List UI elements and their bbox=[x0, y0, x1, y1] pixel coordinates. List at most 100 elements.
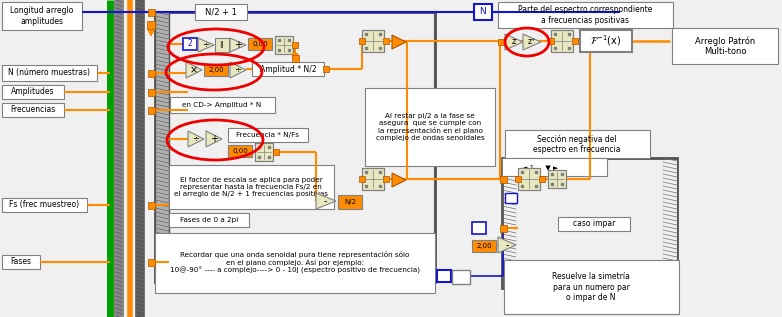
Bar bbox=[359, 38, 365, 44]
Polygon shape bbox=[392, 35, 406, 49]
Bar bbox=[148, 107, 155, 113]
Text: Sección negativa del
espectro en frecuencia: Sección negativa del espectro en frecuen… bbox=[533, 134, 621, 154]
Polygon shape bbox=[498, 237, 516, 253]
Text: +: + bbox=[234, 40, 242, 50]
Bar bbox=[505, 130, 650, 158]
Bar bbox=[275, 36, 293, 54]
Bar bbox=[148, 69, 155, 76]
Bar bbox=[204, 64, 228, 76]
Bar bbox=[383, 176, 389, 182]
Text: -: - bbox=[505, 240, 509, 250]
Bar bbox=[502, 158, 607, 176]
Text: z: z bbox=[511, 37, 516, 47]
Polygon shape bbox=[505, 34, 523, 50]
Bar bbox=[359, 176, 365, 182]
Bar bbox=[498, 2, 673, 28]
Bar bbox=[228, 145, 252, 157]
Bar bbox=[170, 97, 275, 113]
Text: 0,00: 0,00 bbox=[252, 41, 268, 47]
Bar bbox=[558, 217, 630, 231]
Text: 1: 1 bbox=[509, 195, 513, 201]
Text: +: + bbox=[210, 134, 218, 144]
Text: A: A bbox=[458, 273, 464, 281]
Bar bbox=[2, 85, 64, 99]
Bar bbox=[148, 88, 155, 95]
Bar bbox=[504, 160, 677, 288]
Bar bbox=[292, 42, 298, 48]
Bar bbox=[155, 12, 435, 282]
Bar bbox=[228, 128, 308, 142]
Text: ÷: ÷ bbox=[235, 66, 242, 74]
Text: El factor de escala se aplica para poder
representar hasta la frecuencia Fs/2 en: El factor de escala se aplica para poder… bbox=[174, 177, 328, 197]
Bar bbox=[273, 149, 279, 155]
Bar bbox=[2, 2, 82, 30]
Bar bbox=[157, 14, 433, 280]
Bar bbox=[452, 270, 470, 284]
Bar bbox=[2, 65, 97, 81]
Bar bbox=[474, 4, 492, 20]
Bar bbox=[515, 176, 521, 182]
Bar bbox=[437, 270, 451, 282]
Bar bbox=[580, 30, 632, 52]
Text: ÷: ÷ bbox=[203, 41, 210, 49]
Bar bbox=[539, 176, 545, 182]
Text: Resuelve la simetría
para un numero par
o impar de N: Resuelve la simetría para un numero par … bbox=[552, 272, 630, 302]
Text: ×: × bbox=[190, 65, 198, 75]
Bar bbox=[169, 165, 334, 209]
Text: ||: || bbox=[220, 42, 224, 49]
Bar bbox=[551, 30, 573, 52]
Polygon shape bbox=[186, 62, 202, 78]
Bar bbox=[472, 222, 486, 234]
Bar bbox=[502, 158, 677, 288]
Text: 2,00: 2,00 bbox=[476, 243, 492, 249]
Bar bbox=[362, 168, 384, 190]
Bar bbox=[518, 168, 540, 190]
Bar bbox=[252, 62, 324, 76]
Text: Frecuencia * N/Fs: Frecuencia * N/Fs bbox=[236, 132, 300, 138]
Text: 1: 1 bbox=[442, 271, 447, 281]
Text: Fases: Fases bbox=[10, 257, 31, 267]
Text: ÷: ÷ bbox=[192, 134, 199, 144]
Bar bbox=[362, 30, 384, 52]
Text: Fases de 0 a 2pi: Fases de 0 a 2pi bbox=[180, 217, 239, 223]
Bar bbox=[255, 143, 273, 161]
Bar bbox=[572, 38, 578, 44]
Bar bbox=[672, 28, 778, 64]
Bar bbox=[255, 143, 273, 161]
Text: Parte del espectro correspondiente
a frecuencias positivas: Parte del espectro correspondiente a fre… bbox=[518, 5, 652, 25]
Text: Amplitud * N/2: Amplitud * N/2 bbox=[260, 64, 316, 74]
Bar bbox=[362, 30, 384, 52]
Bar bbox=[548, 170, 566, 188]
Bar bbox=[248, 38, 272, 50]
Bar bbox=[518, 168, 540, 190]
Bar bbox=[148, 258, 155, 266]
Bar bbox=[472, 240, 496, 252]
Text: N: N bbox=[479, 8, 486, 16]
Polygon shape bbox=[188, 131, 204, 147]
Bar bbox=[169, 213, 249, 227]
Bar bbox=[500, 176, 507, 183]
Text: en CD-> Amplitud * N: en CD-> Amplitud * N bbox=[182, 102, 262, 108]
Bar bbox=[195, 4, 247, 20]
Bar bbox=[365, 88, 495, 166]
Polygon shape bbox=[198, 38, 214, 52]
Polygon shape bbox=[392, 173, 406, 187]
Text: $\mathcal{F}^{-1}$(x): $\mathcal{F}^{-1}$(x) bbox=[590, 34, 622, 49]
Text: caso impar: caso impar bbox=[572, 219, 615, 229]
Text: z⁺: z⁺ bbox=[528, 37, 536, 47]
Bar bbox=[504, 260, 679, 314]
Text: 2,00: 2,00 bbox=[208, 67, 224, 73]
Text: Amplitudes: Amplitudes bbox=[11, 87, 55, 96]
Bar bbox=[292, 55, 299, 61]
Bar bbox=[323, 66, 329, 72]
Bar bbox=[148, 9, 155, 16]
Text: N/2 + 1: N/2 + 1 bbox=[205, 8, 237, 16]
Text: N (número muestras): N (número muestras) bbox=[8, 68, 90, 77]
Bar bbox=[155, 233, 435, 293]
Bar bbox=[155, 12, 169, 282]
Bar bbox=[2, 255, 40, 269]
Polygon shape bbox=[206, 131, 222, 147]
Polygon shape bbox=[230, 62, 246, 78]
Text: 2: 2 bbox=[188, 40, 192, 49]
Bar bbox=[551, 30, 573, 52]
